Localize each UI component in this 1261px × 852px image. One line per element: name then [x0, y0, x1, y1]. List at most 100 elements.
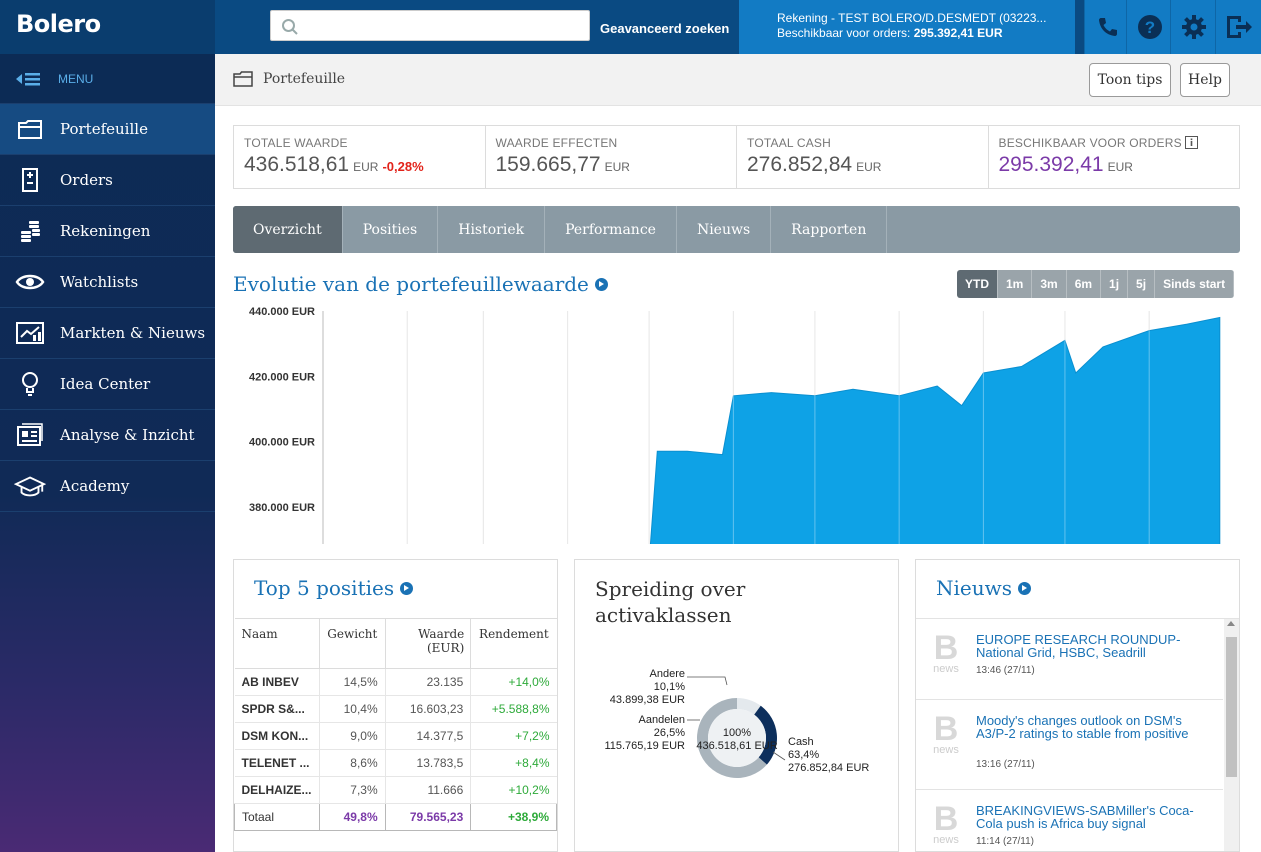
logo-text: Bolero [16, 10, 101, 38]
table-row[interactable]: TELENET ... 8,6% 13.783,5 +8,4% [234, 749, 557, 777]
sidebar-item-portefeuille[interactable]: Portefeuille [0, 104, 215, 155]
period-sinds-start[interactable]: Sinds start [1155, 270, 1235, 298]
sidebar-item-watchlists[interactable]: Watchlists [0, 257, 215, 308]
column-header[interactable]: Gewicht [319, 618, 386, 669]
search-input[interactable] [270, 10, 590, 41]
coins-icon [14, 218, 46, 244]
available-value-cell: BESCHIKBAAR VOOR ORDERS 295.392,41 EUR [989, 126, 1240, 188]
donut-center [708, 709, 766, 767]
portfolio-evolution-chart: 440.000 EUR 420.000 EUR 400.000 EUR 380.000… [249, 306, 1221, 545]
slice-andere[interactable] [737, 698, 761, 715]
tab-rapporten[interactable]: Rapporten [771, 206, 888, 253]
donut-center-pct: 100% [723, 727, 751, 739]
table-row[interactable]: SPDR S&... 10,4% 16.603,23 +5.588,8% [234, 695, 557, 723]
period-5j[interactable]: 5j [1128, 270, 1156, 298]
label-aandelen-value: 115.765,19 EUR [604, 740, 685, 752]
sidebar-item-orders[interactable]: Orders [0, 155, 215, 206]
phone-icon[interactable] [1084, 0, 1130, 54]
info-icon[interactable] [1185, 136, 1199, 149]
advanced-search-link[interactable]: Geavanceerd zoeken [600, 21, 730, 36]
evolution-title[interactable]: Evolutie van de portefeuillewaarde [233, 272, 608, 296]
arrow-right-icon [1018, 581, 1031, 595]
tab-posities[interactable]: Posities [343, 206, 439, 253]
table-row[interactable]: AB INBEV 14,5% 23.135 +14,0% [234, 668, 557, 696]
sidebar-item-academy[interactable]: Academy [0, 461, 215, 512]
period-selector: YTD 1m 3m 6m 1j 5j Sinds start [957, 270, 1235, 298]
sidebar-item-markten-nieuws[interactable]: Markten & Nieuws [0, 308, 215, 359]
news-item-title[interactable]: EUROPE RESEARCH ROUNDUP-National Grid, H… [976, 632, 1181, 660]
tab-nieuws[interactable]: Nieuws [677, 206, 772, 253]
column-header[interactable]: Naam [234, 618, 320, 669]
news-item-title[interactable]: BREAKINGVIEWS-SABMiller's Coca-Cola push… [976, 803, 1194, 831]
column-header[interactable]: Waarde (EUR) [385, 618, 472, 669]
cash-value-cell: TOTAAL CASH 276.852,84 EUR [737, 126, 989, 188]
period-6m[interactable]: 6m [1066, 270, 1102, 298]
search-icon [282, 19, 298, 35]
news-scrollbar[interactable] [1224, 619, 1239, 851]
graduation-icon [14, 473, 46, 499]
sidebar-item-label: Academy [60, 477, 130, 495]
available-value-label: BESCHIKBAAR VOOR ORDERS [999, 136, 1230, 150]
show-tips-button[interactable]: Toon tips [1089, 63, 1171, 97]
period-3m[interactable]: 3m [1032, 270, 1067, 298]
menu-toggle[interactable]: MENU [0, 54, 215, 104]
tab-bar: Overzicht Posities Historiek Performance… [233, 206, 1240, 253]
main-content: Portefeuille Toon tips Help TOTALE WAARD… [215, 54, 1261, 852]
folder-icon [14, 116, 46, 142]
tab-historiek[interactable]: Historiek [438, 206, 546, 253]
analysis-icon [14, 422, 46, 448]
tab-performance[interactable]: Performance [545, 206, 677, 253]
total-value-label: TOTALE WAARDE [244, 136, 348, 150]
sidebar-item-analyse-inzicht[interactable]: Analyse & Inzicht [0, 410, 215, 461]
table-row[interactable]: DELHAIZE... 7,3% 11.666 +10,2% [234, 776, 557, 804]
scrollbar-thumb[interactable] [1226, 637, 1237, 777]
y-tick-label: 440.000 EUR [249, 306, 315, 318]
arrow-right-icon [400, 581, 414, 595]
sidebar-item-idea-center[interactable]: Idea Center [0, 359, 215, 410]
account-info[interactable]: Rekening - TEST BOLERO/D.DESMEDT (03223.… [738, 0, 1075, 54]
column-header[interactable]: Rendement [470, 618, 557, 669]
sidebar-item-label: Rekeningen [60, 222, 151, 240]
help-button[interactable]: Help [1180, 63, 1230, 97]
cash-value-label: TOTAAL CASH [747, 136, 831, 150]
cash-value: 276.852,84 EUR [747, 153, 882, 176]
svg-text:?: ? [1144, 18, 1154, 37]
scroll-up-icon[interactable] [1227, 621, 1235, 626]
sidebar-item-rekeningen[interactable]: Rekeningen [0, 206, 215, 257]
slice-cash[interactable] [697, 698, 767, 778]
top5-title[interactable]: Top 5 posities [254, 576, 414, 600]
news-item-title[interactable]: Moody's changes outlook on DSM's A3/P-2 … [976, 713, 1189, 741]
period-1m[interactable]: 1m [998, 270, 1033, 298]
period-1j[interactable]: 1j [1101, 270, 1129, 298]
sidebar-item-label: Markten & Nieuws [60, 324, 206, 342]
sidebar-item-label: Orders [60, 171, 113, 189]
breadcrumb: Portefeuille [233, 71, 345, 87]
sidebar-item-label: Idea Center [60, 375, 151, 393]
slice-aandelen[interactable] [754, 705, 777, 765]
portfolio-value-area[interactable] [323, 316, 1221, 545]
label-aandelen-pct: 26,5% [654, 727, 685, 739]
gear-icon[interactable] [1170, 0, 1216, 54]
logout-icon[interactable] [1215, 0, 1261, 54]
news-item-time: 11:14 (27/11) [976, 836, 1035, 847]
account-available: Beschikbaar voor orders: 295.392,41 EUR [777, 26, 1003, 40]
folder-icon [233, 71, 253, 87]
label-cash-pct: 63,4% [788, 749, 819, 761]
period-ytd[interactable]: YTD [957, 270, 998, 298]
tab-overzicht[interactable]: Overzicht [233, 206, 343, 253]
y-tick-label: 420.000 EUR [249, 371, 315, 383]
label-line-andere [687, 676, 728, 686]
y-tick-label: 400.000 EUR [249, 437, 315, 449]
table-row[interactable]: DSM KON... 9,0% 14.377,5 +7,2% [234, 722, 557, 750]
breadcrumb-bar: Portefeuille Toon tips Help [215, 54, 1261, 106]
eye-icon [14, 269, 46, 295]
news-title[interactable]: Nieuws [936, 576, 1031, 600]
help-icon[interactable]: ? [1126, 0, 1172, 54]
bolero-logo[interactable]: Bolero [0, 0, 215, 54]
securities-value-label: WAARDE EFFECTEN [495, 136, 618, 150]
